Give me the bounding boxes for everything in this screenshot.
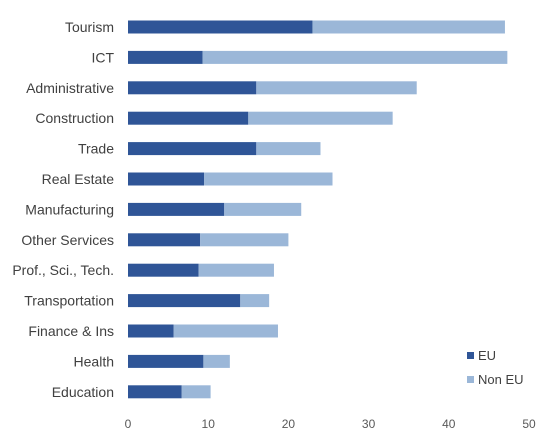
bar-education-non-eu <box>181 385 211 399</box>
category-label-trade: Trade <box>78 141 114 157</box>
category-label-finance-ins: Finance & Ins <box>28 323 114 339</box>
legend-label-non-eu: Non EU <box>478 372 524 387</box>
category-label-health: Health <box>74 353 114 369</box>
category-label-construction: Construction <box>35 110 114 126</box>
x-tick-label: 20 <box>282 417 296 431</box>
bar-tourism-eu <box>128 20 313 34</box>
legend: EU Non EU <box>467 348 524 387</box>
bar-tourism-non-eu <box>312 20 505 34</box>
bar-health-non-eu <box>203 354 230 368</box>
bar-manufacturing-non-eu <box>224 202 302 216</box>
category-label-administrative: Administrative <box>26 80 114 96</box>
bar-construction-eu <box>128 111 249 125</box>
bar-transportation-eu <box>128 294 241 308</box>
bar-education-eu <box>128 385 182 399</box>
bar-manufacturing-eu <box>128 202 225 216</box>
bar-other-services-eu <box>128 233 201 247</box>
bar-construction-non-eu <box>248 111 393 125</box>
bar-ict-non-eu <box>202 50 508 64</box>
bar-prof-sci-tech-non-eu <box>198 263 274 277</box>
x-tick-label: 50 <box>522 417 536 431</box>
legend-swatch-eu <box>467 352 474 359</box>
x-tick-label: 30 <box>362 417 376 431</box>
bar-administrative-non-eu <box>256 81 417 95</box>
legend-swatch-non-eu <box>467 376 474 383</box>
bar-finance-ins-non-eu <box>173 324 278 338</box>
bar-real-estate-eu <box>128 172 205 186</box>
bar-health-eu <box>128 354 204 368</box>
bar-trade-eu <box>128 142 257 156</box>
x-tick-label: 0 <box>125 417 132 431</box>
category-label-tourism: Tourism <box>65 19 114 35</box>
bar-finance-ins-eu <box>128 324 174 338</box>
category-label-real-estate: Real Estate <box>42 171 115 187</box>
x-tick-label: 40 <box>442 417 456 431</box>
category-label-transportation: Transportation <box>24 293 114 309</box>
category-label-other-services: Other Services <box>21 232 114 248</box>
category-label-prof-sci-tech: Prof., Sci., Tech. <box>12 262 114 278</box>
x-tick-label: 10 <box>202 417 216 431</box>
bar-trade-non-eu <box>256 142 321 156</box>
category-labels: Tourism ICT Administrative Construction Trad… <box>12 19 114 400</box>
bar-group <box>128 20 508 399</box>
category-label-ict: ICT <box>91 49 114 65</box>
bar-administrative-eu <box>128 81 257 95</box>
bar-prof-sci-tech-eu <box>128 263 199 277</box>
bar-other-services-non-eu <box>200 233 289 247</box>
category-label-manufacturing: Manufacturing <box>25 201 114 217</box>
category-label-education: Education <box>52 384 114 400</box>
bar-ict-eu <box>128 50 203 64</box>
bar-real-estate-non-eu <box>204 172 333 186</box>
x-axis-ticks: 0 10 20 30 40 50 <box>125 417 536 431</box>
legend-label-eu: EU <box>478 348 496 363</box>
bar-transportation-non-eu <box>240 294 270 308</box>
